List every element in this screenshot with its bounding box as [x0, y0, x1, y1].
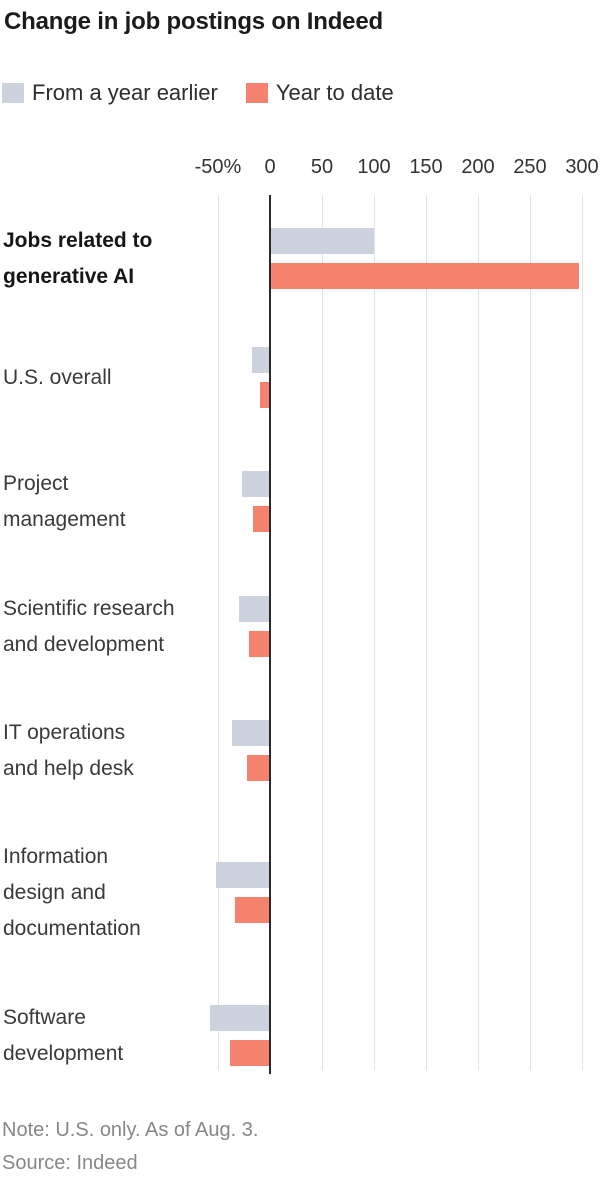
bar-year-to-date — [247, 755, 269, 781]
bar-from-a-year-earlier — [271, 228, 374, 254]
category-label-line: Software — [3, 1005, 86, 1029]
category-label-line: U.S. overall — [3, 365, 112, 389]
category-label-line: and help desk — [3, 756, 134, 780]
category-label-line: Project — [3, 471, 69, 495]
gridline — [373, 195, 375, 1070]
category-label: Scientific research and development — [3, 591, 215, 663]
category-label-line: design and — [3, 880, 106, 904]
x-tick-label: 300 — [565, 156, 599, 178]
bar-year-to-date — [271, 263, 579, 289]
bar-from-a-year-earlier — [241, 471, 269, 497]
legend: From a year earlier Year to date — [2, 82, 394, 104]
category-label-line: management — [3, 507, 126, 531]
bar-from-a-year-earlier — [209, 1005, 269, 1031]
category-label: Information design and documentation — [3, 839, 215, 947]
bar-from-a-year-earlier — [231, 720, 269, 746]
x-tick-label: 250 — [513, 156, 547, 178]
gridline — [581, 195, 583, 1070]
category-label-line: IT operations — [3, 720, 126, 744]
bar-year-to-date — [234, 897, 269, 923]
legend-item-from-a-year-earlier: From a year earlier — [2, 82, 218, 104]
category-label: IT operations and help desk — [3, 715, 215, 787]
category-label-line: development — [3, 1041, 124, 1065]
bar-from-a-year-earlier — [238, 596, 269, 622]
category-label-line: Jobs related to — [3, 228, 153, 252]
bar-year-to-date — [253, 506, 269, 532]
x-tick-label: 50 — [310, 156, 334, 178]
source-text: Source: Indeed — [2, 1152, 138, 1174]
footnotes: Note: U.S. only. As of Aug. 3. Source: I… — [2, 1114, 258, 1180]
category-label: Jobs related to generative AI — [3, 223, 215, 295]
category-label-line: documentation — [3, 916, 141, 940]
x-tick-label: 0 — [264, 156, 276, 178]
x-tick-label: 100 — [357, 156, 391, 178]
legend-swatch-salmon — [245, 83, 268, 103]
gridline — [529, 195, 531, 1070]
legend-item-year-to-date: Year to date — [245, 80, 394, 105]
gridline — [217, 195, 219, 1070]
legend-label: From a year earlier — [32, 80, 218, 105]
legend-label: Year to date — [275, 80, 394, 105]
category-label: Project management — [3, 466, 215, 538]
x-axis-zero-line — [269, 195, 271, 1074]
x-tick-label: 200 — [461, 156, 495, 178]
bar-from-a-year-earlier — [252, 347, 269, 373]
gridline — [321, 195, 323, 1070]
x-tick-label: -50% — [194, 156, 242, 178]
category-label-line: Information — [3, 844, 109, 868]
category-label-line: generative AI — [3, 264, 135, 288]
legend-swatch-gray — [2, 83, 24, 103]
category-label-line: and development — [3, 632, 165, 656]
bar-year-to-date — [249, 631, 269, 657]
category-label: Software development — [3, 1000, 215, 1072]
note-text: Note: U.S. only. As of Aug. 3. — [2, 1119, 259, 1141]
category-label: U.S. overall — [3, 360, 215, 396]
bar-year-to-date — [230, 1040, 269, 1066]
bar-from-a-year-earlier — [215, 862, 269, 888]
bar-year-to-date — [259, 382, 269, 408]
x-tick-label: 150 — [409, 156, 443, 178]
category-label-line: Scientific research — [3, 596, 175, 620]
gridline — [477, 195, 479, 1070]
chart-title: Change in job postings on Indeed — [4, 8, 383, 35]
gridline — [425, 195, 427, 1070]
